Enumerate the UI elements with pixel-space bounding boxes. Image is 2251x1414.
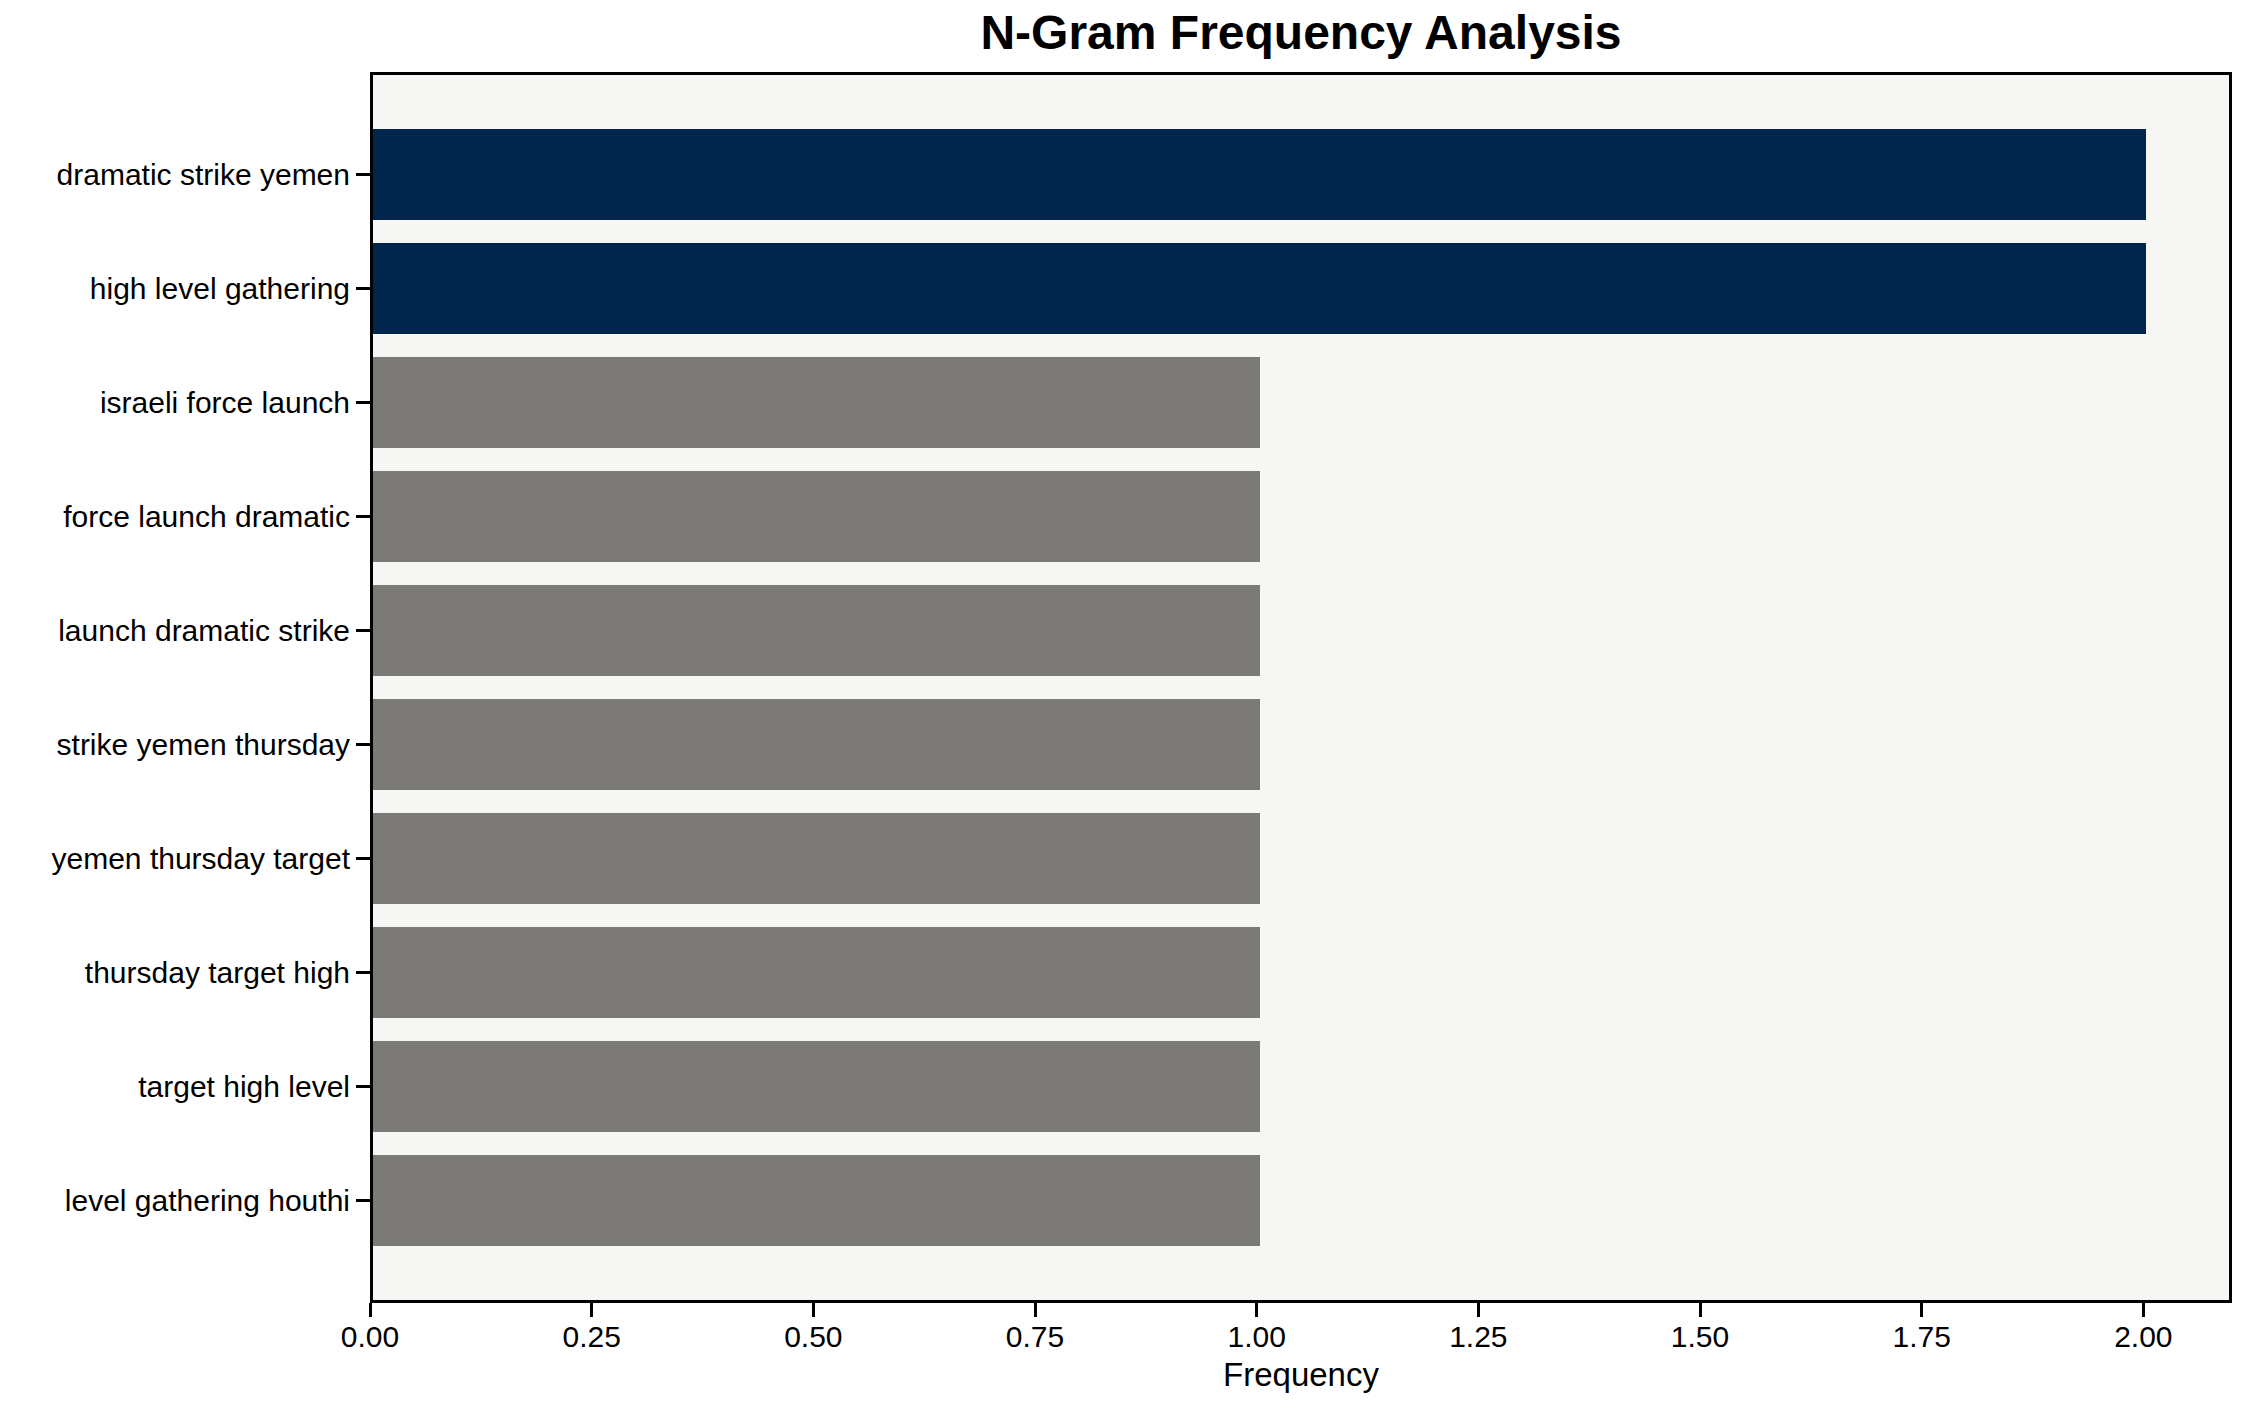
y-tick-label: high level gathering [90, 274, 350, 304]
x-tick-label: 0.50 [784, 1322, 842, 1352]
x-tick-label: 1.00 [1227, 1322, 1285, 1352]
x-tick-label: 0.00 [341, 1322, 399, 1352]
y-tick-mark [356, 287, 370, 290]
y-tick-label: launch dramatic strike [58, 616, 350, 646]
x-tick-label: 1.50 [1671, 1322, 1729, 1352]
x-tick-label: 0.75 [1006, 1322, 1064, 1352]
chart-title: N-Gram Frequency Analysis [370, 4, 2232, 62]
bar [373, 1041, 1260, 1132]
x-tick-mark [590, 1303, 593, 1317]
x-tick-mark [1034, 1303, 1037, 1317]
bar [373, 471, 1260, 562]
y-tick-label: dramatic strike yemen [57, 160, 350, 190]
x-tick-mark [1255, 1303, 1258, 1317]
y-tick-mark [356, 1085, 370, 1088]
y-tick-mark [356, 401, 370, 404]
y-tick-mark [356, 629, 370, 632]
y-tick-label: level gathering houthi [65, 1186, 350, 1216]
y-tick-mark [356, 173, 370, 176]
plot-area [370, 72, 2232, 1303]
x-tick-mark [2142, 1303, 2145, 1317]
bar [373, 699, 1260, 790]
y-tick-label: yemen thursday target [52, 844, 351, 874]
y-tick-label: force launch dramatic [63, 502, 350, 532]
y-tick-label: strike yemen thursday [57, 730, 350, 760]
bar [373, 1155, 1260, 1246]
y-tick-label: israeli force launch [100, 388, 350, 418]
x-tick-mark [1920, 1303, 1923, 1317]
x-tick-label: 1.25 [1449, 1322, 1507, 1352]
bar [373, 927, 1260, 1018]
ngram-frequency-chart: N-Gram Frequency Analysis dramatic strik… [0, 0, 2251, 1414]
y-tick-mark [356, 857, 370, 860]
bar [373, 243, 2146, 334]
x-tick-mark [1477, 1303, 1480, 1317]
y-tick-mark [356, 971, 370, 974]
bar [373, 585, 1260, 676]
y-tick-mark [356, 515, 370, 518]
bar [373, 357, 1260, 448]
y-tick-label: thursday target high [85, 958, 350, 988]
x-tick-mark [369, 1303, 372, 1317]
y-tick-mark [356, 1199, 370, 1202]
y-tick-mark [356, 743, 370, 746]
bar [373, 813, 1260, 904]
y-tick-label: target high level [138, 1072, 350, 1102]
x-axis-title: Frequency [370, 1358, 2232, 1391]
x-tick-mark [812, 1303, 815, 1317]
x-tick-label: 2.00 [2114, 1322, 2172, 1352]
x-tick-label: 1.75 [1892, 1322, 1950, 1352]
x-tick-label: 0.25 [562, 1322, 620, 1352]
x-tick-mark [1699, 1303, 1702, 1317]
bar [373, 129, 2146, 220]
